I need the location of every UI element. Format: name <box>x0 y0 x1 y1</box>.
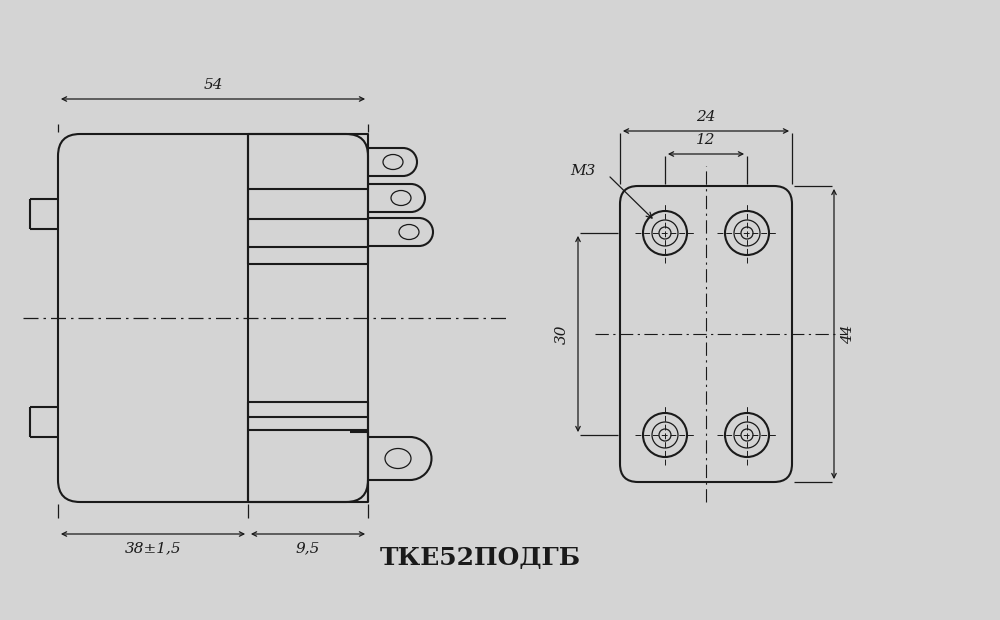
Text: 38±1,5: 38±1,5 <box>125 541 181 555</box>
Text: 24: 24 <box>696 110 716 124</box>
Text: М3: М3 <box>570 164 596 178</box>
Text: ТКЕ52ПОДГБ: ТКЕ52ПОДГБ <box>379 546 581 570</box>
Text: 54: 54 <box>203 78 223 92</box>
Text: 30: 30 <box>555 324 569 343</box>
Text: 12: 12 <box>696 133 716 147</box>
Text: 9,5: 9,5 <box>296 541 320 555</box>
Text: 44: 44 <box>841 324 855 343</box>
